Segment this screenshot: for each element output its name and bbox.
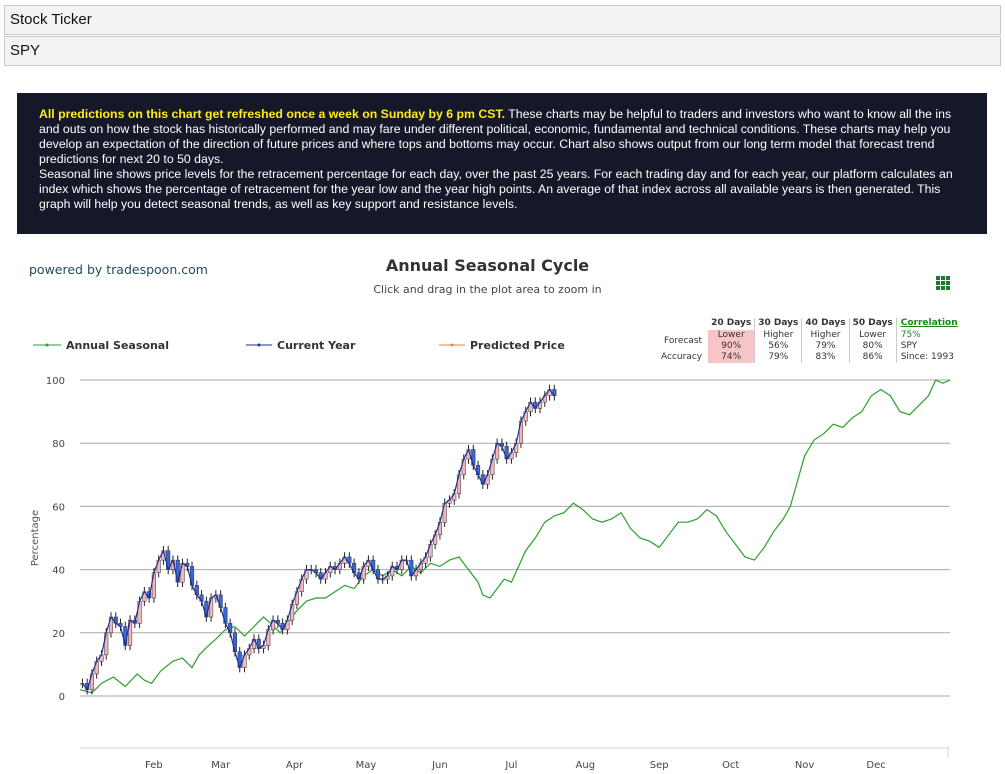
x-tick-label: Sep bbox=[650, 760, 669, 771]
legend-predicted-price[interactable]: Predicted Price bbox=[439, 338, 565, 352]
legend-current-year[interactable]: Current Year bbox=[246, 338, 355, 352]
correlation-symbol: SPY bbox=[900, 341, 918, 351]
forecast-row-label: Forecast bbox=[664, 335, 703, 346]
legend-predicted-price-symbol bbox=[439, 343, 465, 347]
forecast-header: 30 Days bbox=[754, 318, 803, 330]
y-tick-label: 80 bbox=[52, 439, 65, 450]
ticker-input[interactable]: SPY bbox=[4, 36, 1001, 66]
y-tick-label: 40 bbox=[52, 566, 65, 577]
x-tick-label: Mar bbox=[211, 760, 231, 771]
legend-label: Annual Seasonal bbox=[66, 338, 169, 352]
forecast-header: 50 Days bbox=[849, 318, 897, 330]
accuracy-value: 79% bbox=[754, 352, 803, 363]
forecast-header: 40 Days bbox=[801, 318, 850, 330]
accuracy-value: 74% bbox=[708, 352, 756, 363]
x-tick-label: Aug bbox=[576, 760, 596, 771]
seasonal-chart[interactable]: 0 20 40 60 80 100 Feb Mar Apr May Jun Jul Aug Sep Oct N… bbox=[0, 360, 1005, 774]
forecast-direction: Lower bbox=[849, 330, 897, 341]
y-tick-label: 100 bbox=[46, 376, 65, 387]
forecast-percent: 80% bbox=[849, 341, 897, 352]
correlation-since: Since: 1993 bbox=[900, 352, 954, 362]
annual-seasonal-line bbox=[79, 379, 951, 694]
x-tick-label: Jun bbox=[431, 760, 448, 771]
x-tick-label: May bbox=[356, 760, 377, 771]
forecast-direction: Lower bbox=[708, 330, 756, 341]
ticker-label-field: Stock Ticker bbox=[4, 5, 1001, 35]
forecast-percent: 90% bbox=[708, 341, 756, 352]
y-tick-label: 0 bbox=[59, 692, 65, 703]
forecast-direction: Higher bbox=[801, 330, 850, 341]
chart-menu-icon[interactable] bbox=[936, 276, 950, 290]
y-tick-label: 60 bbox=[52, 502, 65, 513]
powered-by-link[interactable]: powered by tradespoon.com bbox=[29, 262, 208, 277]
info-paragraph-2: Seasonal line shows price levels for the… bbox=[39, 167, 953, 211]
info-paragraph-1: These charts may be helpful to traders a… bbox=[39, 107, 952, 166]
x-tick-label: Feb bbox=[145, 760, 163, 771]
forecast-percent: 56% bbox=[754, 341, 803, 352]
legend-annual-seasonal[interactable]: Annual Seasonal bbox=[33, 338, 169, 352]
accuracy-value: 86% bbox=[849, 352, 897, 363]
chart-subtitle: Click and drag in the plot area to zoom … bbox=[373, 283, 602, 296]
accuracy-value: 83% bbox=[801, 352, 850, 363]
x-tick-label: Jul bbox=[504, 760, 517, 771]
forecast-header: 20 Days bbox=[708, 318, 756, 330]
x-tick-label: Oct bbox=[722, 760, 739, 771]
legend-label: Predicted Price bbox=[470, 338, 565, 352]
legend-current-year-symbol bbox=[246, 343, 272, 347]
x-tick-label: Nov bbox=[795, 760, 815, 771]
chart-title: Annual Seasonal Cycle bbox=[385, 256, 590, 275]
refresh-notice: All predictions on this chart get refres… bbox=[39, 107, 506, 121]
correlation-link[interactable]: Correlation bbox=[900, 318, 958, 328]
y-tick-label: 20 bbox=[52, 629, 65, 640]
y-axis-title: Percentage bbox=[30, 510, 41, 566]
legend-label: Current Year bbox=[277, 338, 356, 352]
correlation-value: 75% bbox=[900, 330, 921, 340]
legend-annual-seasonal-symbol bbox=[33, 343, 61, 347]
x-tick-label: Dec bbox=[866, 760, 885, 771]
forecast-direction: Higher bbox=[754, 330, 803, 341]
x-tick-label: Apr bbox=[286, 760, 304, 771]
forecast-table: 20 Days 30 Days 40 Days 50 Days Correlat… bbox=[658, 318, 961, 363]
current-year-line bbox=[81, 388, 555, 692]
info-box: All predictions on this chart get refres… bbox=[17, 93, 987, 234]
forecast-percent: 79% bbox=[801, 341, 850, 352]
accuracy-row-label: Accuracy bbox=[661, 352, 703, 362]
